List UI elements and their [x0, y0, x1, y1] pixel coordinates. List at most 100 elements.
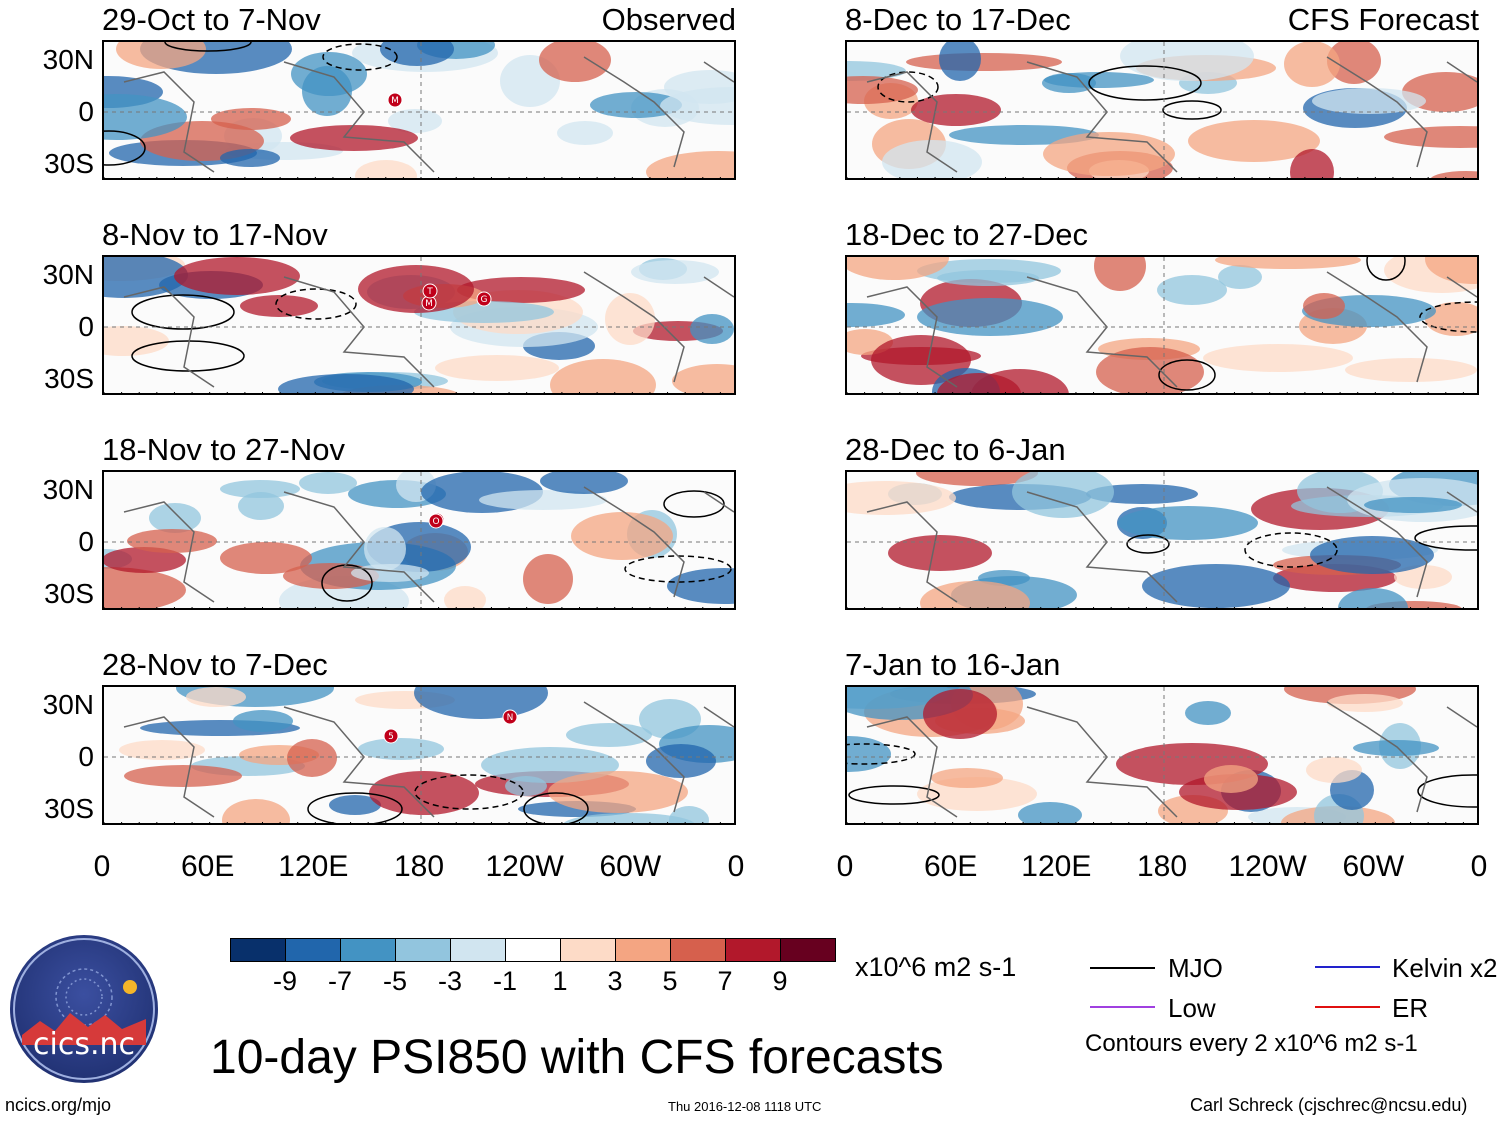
anomaly-blob	[1384, 126, 1477, 148]
anomaly-blob	[233, 710, 293, 732]
colorbar-tick-label: 9	[772, 966, 788, 996]
colorbar-tick-label: -5	[382, 966, 407, 996]
anomaly-blob	[1364, 497, 1462, 513]
anomaly-blob	[540, 472, 628, 494]
mjo-contour	[624, 555, 732, 583]
colorbar-swatch	[505, 938, 561, 962]
anomaly-blob	[104, 547, 186, 573]
anomaly-blob	[906, 53, 1062, 71]
anomaly-blob	[1353, 740, 1439, 756]
storm-marker-label: T	[426, 287, 433, 297]
anomaly-blob	[550, 359, 656, 393]
anomaly-blob	[871, 335, 971, 385]
anomaly-blob	[523, 554, 573, 604]
lat-label: 0	[78, 526, 94, 557]
storm-marker: N	[502, 709, 518, 725]
coastline	[866, 701, 1477, 818]
anomaly-blob	[127, 529, 217, 553]
logo-text: cics.nc	[33, 1027, 135, 1062]
mjo-contour	[1419, 301, 1477, 333]
lat-label: 0	[78, 311, 94, 342]
anomaly-blob	[939, 42, 981, 81]
lon-label: 60E	[923, 850, 978, 883]
anomaly-blob	[917, 298, 1063, 336]
anomaly-blob	[847, 303, 905, 327]
anomaly-field	[847, 687, 1477, 823]
anomaly-blob	[631, 260, 719, 284]
lon-label: 120E	[278, 850, 349, 883]
anomaly-blob	[847, 76, 918, 104]
anomaly-blob	[1188, 120, 1320, 162]
anomaly-blob	[1120, 42, 1254, 81]
mjo-contour	[1366, 257, 1406, 281]
anomaly-blob	[1185, 701, 1231, 725]
anomaly-blob	[220, 149, 280, 167]
mjo-contour	[1162, 100, 1222, 120]
anomaly-blob	[1203, 344, 1353, 372]
lon-label: 60W	[1342, 850, 1405, 883]
lon-label: 0	[93, 850, 111, 883]
mjo-contour	[321, 564, 373, 602]
panel-title: 8-Nov to 17-Nov	[102, 217, 328, 252]
anomaly-field: M G T	[104, 257, 734, 393]
colorbar-swatch	[780, 938, 836, 962]
anomaly-blob	[1218, 265, 1262, 289]
footer-url[interactable]: ncics.org/mjo	[5, 1095, 112, 1115]
anomaly-blob	[1044, 72, 1154, 88]
mjo-contour	[1158, 359, 1216, 391]
colorbar-tick-label: 1	[552, 966, 568, 996]
anomaly-field: TO	[104, 472, 734, 608]
lon-label: 120E	[1021, 850, 1092, 883]
storm-marker: 5	[383, 728, 399, 744]
mjo-contour	[131, 340, 245, 372]
colorbar-tick-label: 7	[717, 966, 733, 996]
anomaly-blob	[660, 87, 734, 125]
lat-label: 30N	[42, 474, 94, 505]
anomaly-blob	[1284, 42, 1340, 87]
mjo-contour	[164, 42, 252, 52]
lat-label: 0	[78, 96, 94, 127]
panel-tag: Observed	[601, 2, 736, 37]
mjo-contour	[848, 785, 940, 805]
anomaly-blob	[1157, 275, 1227, 305]
map-panel: M	[102, 40, 736, 180]
map-panel	[845, 255, 1479, 395]
colorbar-tick-label: -9	[272, 966, 297, 996]
anomaly-field: M	[104, 42, 734, 178]
lon-label: 0	[727, 850, 745, 883]
anomaly-blob	[1430, 171, 1477, 178]
colorbar-swatch	[395, 938, 451, 962]
anomaly-field: N5	[104, 687, 734, 823]
anomaly-blob	[1312, 88, 1426, 114]
coastline	[123, 701, 734, 818]
lat-label: 0	[78, 741, 94, 772]
panel-title: 29-Oct to 7-Nov	[102, 2, 321, 37]
anomaly-blob	[174, 257, 300, 295]
anomaly-blob	[1338, 588, 1408, 608]
anomaly-blob	[1303, 293, 1345, 319]
map-panel: M G T	[102, 255, 736, 395]
colorbar-swatch	[560, 938, 616, 962]
mjo-contour	[1088, 65, 1202, 101]
map-panel	[845, 40, 1479, 180]
map-panel	[845, 685, 1479, 825]
colorbar-tick-label: 3	[607, 966, 623, 996]
legend-er-line	[1315, 1006, 1380, 1008]
anomaly-blob	[1142, 564, 1290, 608]
storm-marker: M	[387, 92, 403, 108]
mjo-contour	[275, 288, 357, 320]
mjo-contour	[322, 43, 398, 71]
anomaly-blob	[388, 109, 442, 133]
lon-label: 0	[836, 850, 854, 883]
anomaly-blob	[220, 542, 312, 574]
anomaly-blob	[548, 771, 688, 813]
lat-label: 30N	[42, 44, 94, 75]
lat-label: 30S	[44, 148, 94, 179]
anomaly-blob	[222, 799, 290, 823]
colorbar-swatch	[670, 938, 726, 962]
anomaly-blob	[1327, 694, 1403, 712]
lon-label: 180	[393, 850, 445, 883]
anomaly-blob	[566, 723, 652, 747]
anomaly-blob	[124, 765, 242, 787]
anomaly-blob	[1345, 358, 1477, 382]
